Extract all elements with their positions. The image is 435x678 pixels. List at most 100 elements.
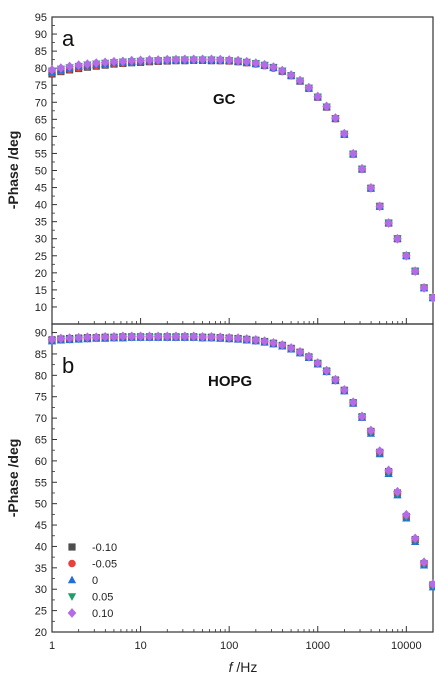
panel-a-point	[127, 55, 137, 66]
panel-a-point	[198, 54, 207, 65]
panel-b-point	[136, 331, 145, 342]
panel-a-point	[171, 54, 181, 65]
panel-b-ytick-label: 90	[35, 328, 47, 340]
panel-a-point	[74, 60, 83, 70]
panel-a-point	[242, 56, 252, 67]
legend-marker	[67, 593, 77, 601]
panel-b-point	[56, 333, 66, 344]
panel-a-point	[269, 62, 278, 73]
panel-b-ytick-label: 80	[35, 370, 47, 382]
panel-a-ytick-label: 50	[35, 166, 47, 178]
legend-marker	[67, 608, 77, 618]
legend-marker	[67, 575, 77, 584]
legend-label: -0.05	[92, 559, 117, 571]
panel-a-point	[118, 56, 128, 67]
panel-a-point	[224, 55, 234, 65]
x-axis-ticks: 1 10 100 1000 10000	[49, 318, 434, 652]
panel-b-point	[393, 486, 402, 497]
panel-a-point	[233, 55, 243, 66]
panel-a-ytick-label: 35	[35, 217, 47, 229]
panel-a-ytick-label: 10	[35, 302, 47, 314]
panel-b-point	[340, 385, 349, 395]
panel-a-ytick-label: 45	[35, 183, 47, 195]
panel-b-ytick-label: 30	[35, 584, 47, 596]
x-tick-label: 1000	[306, 640, 330, 652]
panel-b-point	[419, 557, 429, 568]
panel-a-point	[47, 65, 57, 75]
panel-a-point	[109, 56, 119, 67]
panel-b-point	[153, 331, 163, 342]
panel-b-point	[348, 397, 358, 408]
x-axis-label: f /Hz	[229, 659, 258, 675]
panel-b-point	[322, 365, 331, 376]
panel-b-point	[375, 446, 385, 456]
panel-b-ytick-label: 75	[35, 392, 47, 404]
panel-b-point	[331, 374, 340, 385]
panel-a-point	[348, 148, 358, 159]
panel-b-point	[65, 333, 74, 343]
panel-b-point	[118, 331, 128, 342]
panel-b-ytick-label: 70	[35, 413, 47, 425]
panel-b-point	[295, 346, 305, 357]
panel-b-point	[74, 332, 83, 343]
panel-a-point	[91, 58, 101, 68]
panel-b-point	[357, 411, 367, 422]
panel-a-ytick-label: 60	[35, 131, 47, 143]
panel-b-point	[260, 336, 269, 346]
panel-b-point	[215, 332, 225, 343]
panel-b-ytick-label: 60	[35, 456, 47, 468]
panel-a-point	[331, 113, 340, 123]
panel-a-ytick-label: 65	[35, 114, 47, 126]
legend-marker	[68, 543, 76, 551]
x-tick-label: 10000	[391, 640, 422, 652]
panel-a-point	[153, 55, 163, 65]
panel-a-ytick-label: 95	[35, 12, 47, 24]
x-axis-label-symbol: f	[229, 659, 235, 675]
panel-b-point	[402, 509, 411, 520]
panel-a-ylabel: -Phase /deg	[5, 131, 21, 210]
legend-label: -0.10	[92, 542, 117, 554]
legend-label: 0.10	[92, 608, 113, 620]
panel-b-point	[171, 331, 181, 342]
panel-a-ytick-label: 55	[35, 148, 47, 160]
panel-b-point	[180, 331, 190, 342]
panel-b-point	[162, 331, 172, 342]
panel-b-letter: b	[62, 353, 74, 378]
panel-a-ytick-label: 30	[35, 234, 47, 246]
panel-a-point	[65, 61, 74, 72]
panel-b-point	[277, 340, 287, 350]
panel-b-point	[233, 333, 243, 343]
panel-a-point	[313, 91, 323, 102]
panel-a-ytick-label: 25	[35, 251, 47, 263]
panel-a-point	[277, 65, 287, 76]
legend-marker	[68, 559, 76, 568]
panel-a-point	[295, 75, 305, 86]
panel-b-point	[313, 358, 323, 368]
panel-b-point	[224, 332, 234, 343]
panel-a-point	[215, 54, 225, 65]
panel-a-ytick-label: 90	[35, 29, 47, 41]
panel-b-point	[127, 331, 137, 342]
panel-a-point	[286, 70, 296, 80]
panel-a-ytick-label: 70	[35, 97, 47, 109]
panel-b-ytick-label: 45	[35, 520, 47, 532]
legend-label: 0.05	[92, 592, 113, 604]
panel-a-point	[366, 183, 376, 193]
panel-a-ytick-label: 15	[35, 285, 47, 297]
panel-b-point	[304, 351, 314, 362]
panel-a-point	[304, 82, 314, 93]
panel-b-point	[91, 332, 101, 343]
panel-a-point	[251, 58, 261, 68]
panel-b-point	[269, 337, 278, 348]
panel-a-point	[340, 128, 349, 139]
panel-a-point	[189, 54, 199, 65]
panel-b-point	[251, 334, 261, 345]
panel-b-point	[198, 331, 207, 342]
panel-b-point	[384, 465, 393, 476]
panel-a-ytick-label: 40	[35, 200, 47, 212]
panel-a-point	[207, 54, 216, 65]
panel-b-points	[47, 331, 435, 591]
panel-a-point	[375, 201, 385, 212]
panel-b-annotation: HOPG	[208, 373, 252, 390]
